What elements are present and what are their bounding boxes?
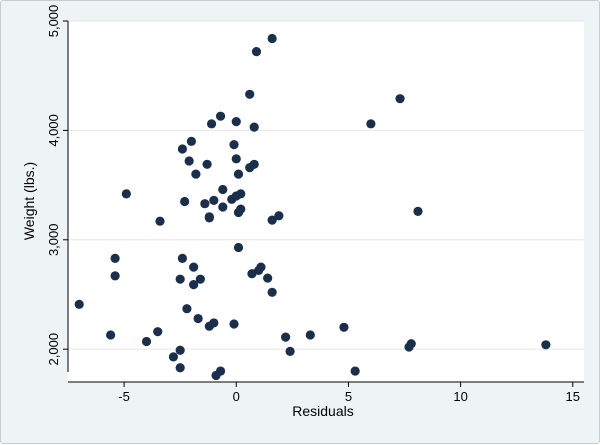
data-point	[305, 330, 315, 340]
x-tick-label: 15	[566, 389, 580, 404]
data-point	[177, 253, 188, 263]
data-point	[110, 271, 120, 281]
y-axis-ticks: 2,000 3,000 4,000 5,000	[46, 5, 68, 366]
data-point	[215, 366, 226, 376]
data-point	[267, 33, 277, 44]
data-point	[541, 340, 551, 350]
data-point	[233, 242, 244, 253]
x-tick-label: 5	[345, 389, 352, 404]
data-point	[406, 339, 416, 349]
data-point	[233, 169, 244, 179]
data-point	[168, 352, 179, 362]
data-point	[177, 144, 188, 154]
data-point	[110, 253, 120, 263]
data-point	[175, 274, 185, 284]
y-tick-label: 2,000	[46, 333, 61, 366]
y-tick-label: 3,000	[46, 224, 61, 257]
data-point	[413, 206, 423, 216]
x-axis-title: Residuals	[292, 403, 353, 419]
data-point	[218, 202, 228, 212]
data-point	[155, 216, 165, 226]
data-point	[189, 280, 199, 290]
y-tick-label: 4,000	[46, 114, 61, 147]
data-point	[245, 89, 255, 99]
data-point	[153, 327, 163, 337]
data-point	[267, 287, 277, 297]
data-point	[236, 204, 246, 214]
data-point	[180, 196, 190, 207]
data-point	[204, 212, 214, 222]
data-point	[106, 330, 116, 340]
data-point	[229, 140, 239, 150]
data-point	[395, 94, 405, 104]
x-tick-label: -5	[118, 389, 130, 404]
data-point	[200, 199, 210, 209]
data-point	[186, 136, 196, 146]
x-tick-label: 0	[233, 389, 240, 404]
data-point	[350, 366, 360, 376]
data-point	[195, 274, 205, 284]
data-point	[175, 363, 185, 373]
data-point	[215, 111, 226, 121]
y-axis-title: Weight (lbs.)	[21, 162, 37, 240]
data-point	[141, 336, 152, 347]
x-tick-label: 10	[453, 389, 467, 404]
data-point	[251, 47, 262, 57]
y-tick-label: 5,000	[46, 5, 61, 38]
data-point	[184, 156, 194, 166]
data-point	[236, 189, 246, 199]
data-point	[256, 262, 266, 272]
data-point	[231, 117, 241, 127]
data-point	[175, 345, 185, 355]
data-point	[267, 215, 277, 225]
data-point	[229, 319, 239, 329]
data-point	[209, 195, 219, 206]
data-point	[209, 318, 219, 328]
data-point	[274, 211, 284, 221]
data-point	[285, 346, 295, 356]
data-point	[249, 159, 259, 169]
data-point	[121, 189, 131, 199]
data-point	[366, 119, 376, 129]
plot-area	[68, 21, 584, 382]
data-point	[339, 322, 349, 332]
data-point	[189, 262, 199, 272]
data-point	[218, 184, 228, 195]
data-point	[202, 159, 212, 169]
data-point	[249, 122, 259, 132]
data-points	[74, 33, 551, 381]
data-point	[74, 299, 84, 309]
data-point	[263, 273, 273, 283]
data-point	[281, 332, 291, 342]
data-point	[193, 313, 203, 324]
x-axis-ticks: -5 0 5 10 15	[118, 382, 580, 404]
data-point	[206, 119, 217, 129]
data-point	[191, 169, 201, 179]
data-point	[231, 154, 241, 164]
data-point	[182, 304, 192, 314]
grid-lines	[68, 20, 584, 350]
